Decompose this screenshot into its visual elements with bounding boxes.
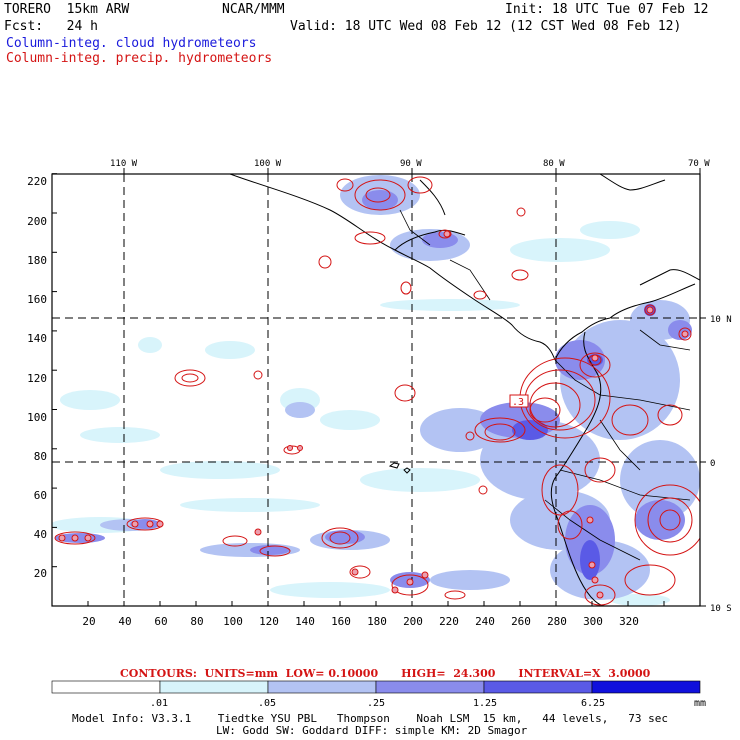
precip-contours [54, 176, 700, 606]
y-tick: 140 [27, 332, 47, 345]
y-tick: 220 [27, 175, 47, 188]
precip-cores [58, 230, 689, 599]
colorbar-labels: .01 .05 .25 1.25 6.25 mm [150, 698, 706, 709]
y-tick: 180 [27, 254, 47, 267]
x-tick: 160 [331, 615, 351, 628]
lat-label: 10 S [710, 604, 732, 614]
x-tick: 100 [223, 615, 243, 628]
axis-ticks [51, 168, 706, 607]
lon-labels: 110 W 100 W 90 W 80 W 70 W [110, 159, 710, 169]
coastlines [229, 174, 700, 606]
contour-label-box [509, 394, 529, 408]
lat-lon-grid [52, 174, 700, 606]
lon-label: 80 W [543, 159, 565, 169]
forecast-hour: Fcst: 24 h [4, 19, 98, 34]
x-tick: 60 [154, 615, 167, 628]
lon-label: 100 W [254, 159, 282, 169]
colorbar-label: .01 [150, 698, 168, 709]
cloud-legend-line: Column-integ. cloud hydrometeors [6, 36, 257, 51]
y-tick: 80 [34, 450, 47, 463]
colorbar [51, 680, 701, 694]
colorbar-segment [483, 680, 593, 694]
x-tick: 220 [439, 615, 459, 628]
model-info-line2: LW: Godd SW: Goddard DIFF: simple KM: 2D… [216, 724, 528, 737]
x-tick: 40 [118, 615, 131, 628]
x-tick: 300 [583, 615, 603, 628]
country-borders [399, 209, 691, 561]
x-tick: 200 [403, 615, 423, 628]
colorbar-label: .05 [258, 698, 276, 709]
valid-time: Valid: 18 UTC Wed 08 Feb 12 (12 CST Wed … [290, 19, 682, 34]
colorbar-segment [591, 680, 701, 694]
lat-label: 0 [710, 459, 715, 469]
x-tick: 180 [367, 615, 387, 628]
colorbar-unit: mm [694, 698, 706, 709]
x-tick: 120 [259, 615, 279, 628]
y-tick: 40 [34, 528, 47, 541]
y-tick: 200 [27, 215, 47, 228]
precip-legend-line: Column-integ. precip. hydrometeors [6, 51, 273, 66]
colorbar-label: 1.25 [473, 698, 497, 709]
x-tick: 320 [619, 615, 639, 628]
contour-label: .3 [512, 397, 524, 408]
lat-label: 10 N [710, 315, 732, 325]
colorbar-label: .25 [367, 698, 385, 709]
y-tick: 160 [27, 293, 47, 306]
colorbar-label: 6.25 [581, 698, 605, 709]
init-time: Init: 18 UTC Tue 07 Feb 12 [505, 2, 709, 17]
lon-label: 110 W [110, 159, 138, 169]
x-tick: 280 [547, 615, 567, 628]
cloud-shading [52, 175, 700, 606]
y-tick: 60 [34, 489, 47, 502]
model-name: TORERO 15km ARW [4, 2, 130, 17]
colorbar-segment [375, 680, 485, 694]
lon-label: 90 W [400, 159, 422, 169]
colorbar-segment [159, 680, 269, 694]
x-tick: 240 [475, 615, 495, 628]
y-tick: 100 [27, 411, 47, 424]
x-tick: 140 [295, 615, 315, 628]
y-tick-labels: 220 200 180 160 140 120 100 80 60 40 20 [27, 175, 47, 580]
x-tick: 20 [82, 615, 95, 628]
x-tick-labels: 20 40 60 80 100 120 140 160 180 200 220 … [82, 615, 639, 628]
y-tick: 20 [34, 567, 47, 580]
colorbar-segment [267, 680, 377, 694]
colorbar-segment [51, 680, 161, 694]
lon-label: 70 W [688, 159, 710, 169]
lat-labels: 10 N 0 10 S [710, 315, 732, 614]
y-tick: 120 [27, 372, 47, 385]
x-tick: 260 [511, 615, 531, 628]
x-tick: 80 [190, 615, 203, 628]
model-info-line1: Model Info: V3.3.1 Tiedtke YSU PBL Thomp… [72, 712, 669, 725]
center-name: NCAR/MMM [222, 2, 285, 17]
contour-info: CONTOURS: UNITS=mm LOW= 0.10000 HIGH= 24… [120, 667, 651, 680]
